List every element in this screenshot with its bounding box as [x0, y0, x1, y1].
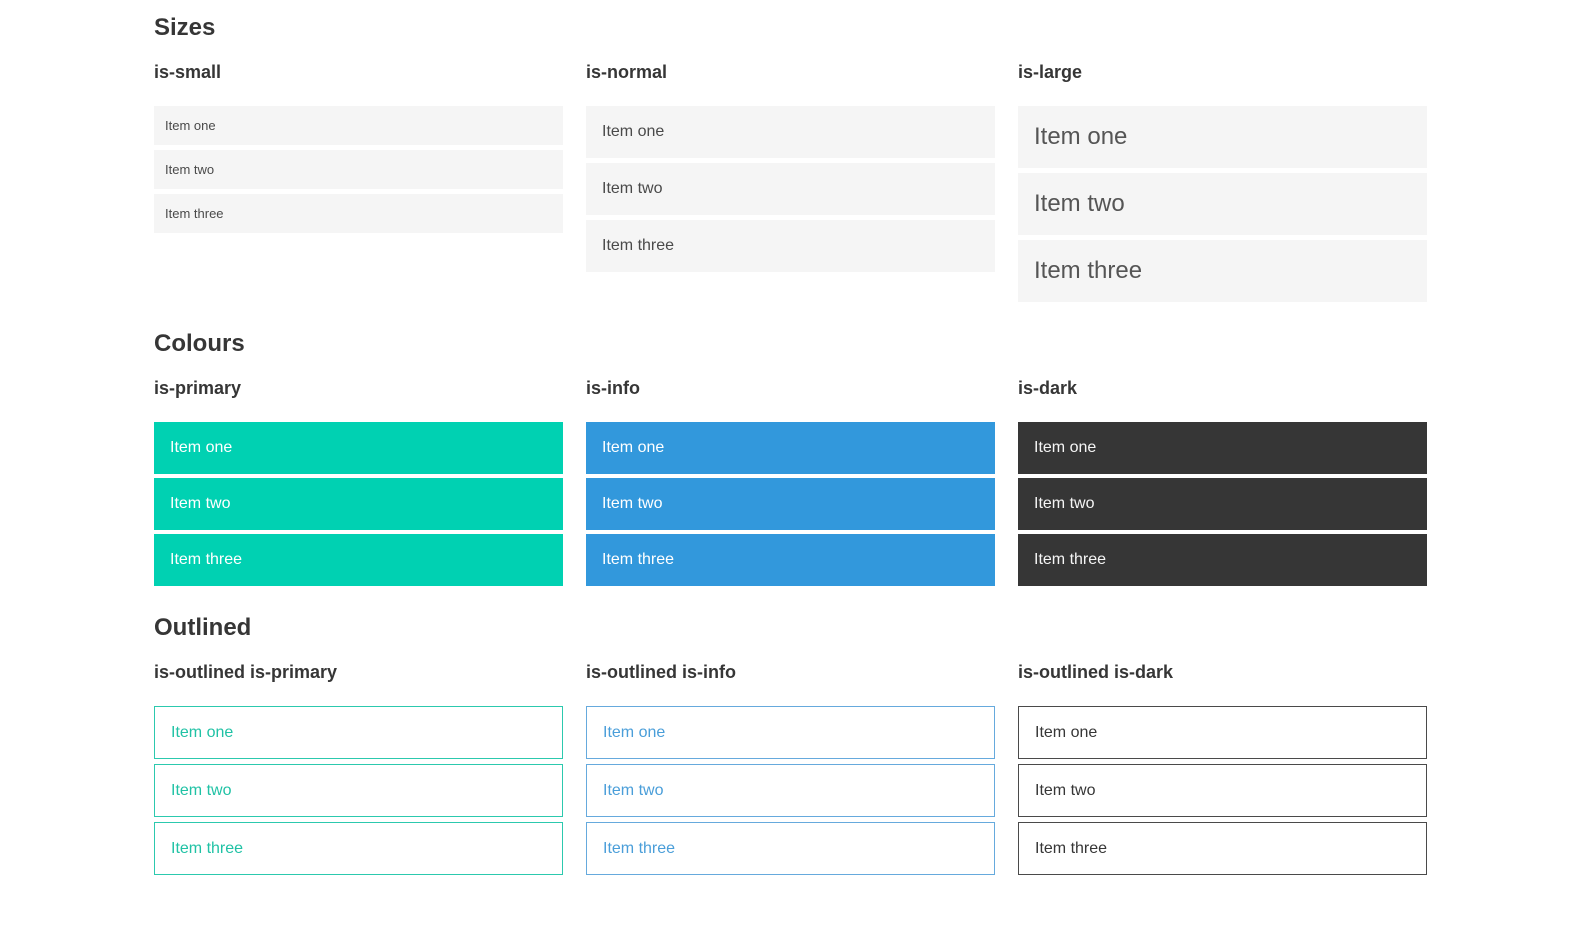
- column-heading: is-info: [586, 378, 640, 398]
- list-item: Item two: [154, 764, 563, 817]
- section-title: Outlined: [154, 614, 252, 641]
- colours-columns: is-primary Item one Item two Item three …: [154, 378, 1595, 586]
- list-item: Item one: [154, 106, 563, 145]
- list-item: Item three: [154, 534, 563, 586]
- section-outlined: Outlined is-outlined is-primary Item one…: [154, 614, 1595, 875]
- list-item: Item one: [1018, 106, 1427, 168]
- item-list: Item one Item two Item three: [586, 422, 995, 586]
- list-item: Item three: [154, 822, 563, 875]
- list-item: Item two: [154, 478, 563, 530]
- list-item: Item three: [586, 534, 995, 586]
- list-item: Item three: [154, 194, 563, 233]
- column-heading: is-outlined is-primary: [154, 662, 338, 682]
- list-item: Item two: [1018, 173, 1427, 235]
- section-colours: Colours is-primary Item one Item two Ite…: [154, 330, 1595, 586]
- item-list: Item one Item two Item three: [586, 706, 995, 875]
- list-item: Item one: [154, 422, 563, 474]
- column-is-outlined-is-primary: is-outlined is-primary Item one Item two…: [154, 662, 563, 875]
- list-item: Item one: [586, 106, 995, 158]
- column-is-outlined-is-info: is-outlined is-info Item one Item two It…: [586, 662, 995, 875]
- column-is-large: is-large Item one Item two Item three: [1018, 62, 1427, 302]
- column-heading: is-normal: [586, 62, 668, 82]
- column-heading: is-outlined is-dark: [1018, 662, 1174, 682]
- outlined-columns: is-outlined is-primary Item one Item two…: [154, 662, 1595, 875]
- sizes-columns: is-small Item one Item two Item three is…: [154, 62, 1595, 302]
- list-item: Item one: [586, 422, 995, 474]
- column-heading: is-outlined is-info: [586, 662, 736, 682]
- list-item: Item one: [1018, 422, 1427, 474]
- column-is-outlined-is-dark: is-outlined is-dark Item one Item two It…: [1018, 662, 1427, 875]
- item-list: Item one Item two Item three: [586, 106, 995, 272]
- section-sizes: Sizes is-small Item one Item two Item th…: [154, 14, 1595, 302]
- list-item: Item two: [586, 163, 995, 215]
- list-item: Item two: [1018, 478, 1427, 530]
- list-item: Item three: [586, 220, 995, 272]
- list-item: Item three: [1018, 240, 1427, 302]
- item-list: Item one Item two Item three: [154, 106, 563, 233]
- column-is-small: is-small Item one Item two Item three: [154, 62, 563, 302]
- column-is-primary: is-primary Item one Item two Item three: [154, 378, 563, 586]
- section-title: Sizes: [154, 14, 216, 41]
- column-is-normal: is-normal Item one Item two Item three: [586, 62, 995, 302]
- list-item: Item two: [1018, 764, 1427, 817]
- item-list: Item one Item two Item three: [1018, 422, 1427, 586]
- column-heading: is-small: [154, 62, 222, 82]
- list-item: Item two: [154, 150, 563, 189]
- section-title: Colours: [154, 330, 245, 357]
- list-item: Item one: [586, 706, 995, 759]
- column-heading: is-primary: [154, 378, 242, 398]
- column-is-info: is-info Item one Item two Item three: [586, 378, 995, 586]
- list-item: Item three: [1018, 534, 1427, 586]
- item-list: Item one Item two Item three: [154, 422, 563, 586]
- list-item: Item two: [586, 478, 995, 530]
- list-item: Item three: [586, 822, 995, 875]
- column-heading: is-dark: [1018, 378, 1078, 398]
- item-list: Item one Item two Item three: [1018, 706, 1427, 875]
- list-item: Item three: [1018, 822, 1427, 875]
- list-item: Item one: [154, 706, 563, 759]
- item-list: Item one Item two Item three: [1018, 106, 1427, 302]
- list-item: Item one: [1018, 706, 1427, 759]
- item-list: Item one Item two Item three: [154, 706, 563, 875]
- column-heading: is-large: [1018, 62, 1083, 82]
- column-is-dark: is-dark Item one Item two Item three: [1018, 378, 1427, 586]
- list-item: Item two: [586, 764, 995, 817]
